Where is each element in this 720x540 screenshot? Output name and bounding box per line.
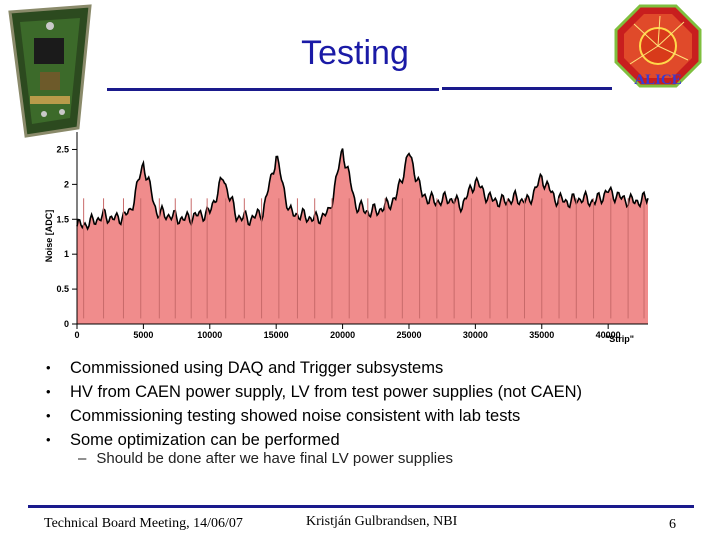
title-underline-right	[442, 87, 612, 90]
x-tick-label: 0	[74, 330, 79, 340]
x-tick-label: 25000	[396, 330, 421, 340]
y-tick-label: 1	[64, 249, 69, 259]
bullet-item: • Commissioned using DAQ and Trigger subs…	[46, 356, 686, 380]
y-tick-label: 2.5	[56, 144, 69, 154]
y-tick-label: 0	[64, 319, 69, 329]
x-tick-label: 40000	[596, 330, 621, 340]
x-tick-label: 30000	[463, 330, 488, 340]
noise-histogram-line	[76, 148, 649, 231]
y-tick-label: 1.5	[56, 214, 69, 224]
alice-logo: ALICE	[614, 4, 702, 88]
y-tick-label: 0.5	[56, 284, 69, 294]
bullet-text: Some optimization can be performed	[70, 431, 340, 449]
footer-meeting: Technical Board Meeting, 14/06/07	[44, 516, 243, 531]
bullet-symbol: •	[46, 384, 51, 399]
bullet-item: • HV from CAEN power supply, LV from test…	[46, 380, 686, 404]
x-tick-label: 35000	[529, 330, 554, 340]
page-number: 6	[669, 517, 676, 532]
footer-rule	[28, 505, 694, 508]
bullet-symbol: •	[46, 408, 51, 423]
y-tick-label: 2	[64, 179, 69, 189]
x-tick-label: 15000	[264, 330, 289, 340]
detector-board-logo	[8, 4, 92, 138]
y-axis-label: Noise [ADC]	[44, 210, 54, 263]
noise-histogram-chart: Noise [ADC] "Strip" 0 0.5 1 1.5 2 2.5 0 5000 100…	[44, 132, 649, 344]
bullet-text: Commissioned using DAQ and Trigger subsy…	[70, 359, 444, 377]
bullet-symbol: •	[46, 360, 51, 375]
noise-histogram-area	[77, 148, 648, 324]
alice-logo-text: ALICE	[634, 72, 682, 88]
bullet-symbol: •	[46, 432, 51, 447]
slide-title: Testing	[301, 34, 409, 72]
sub-bullet-symbol: –	[78, 450, 87, 467]
title-underline	[107, 88, 439, 91]
bullet-list: • Commissioned using DAQ and Trigger subs…	[46, 356, 686, 452]
bullet-item: • Some optimization can be performed	[46, 428, 686, 452]
bullet-text: Commissioning testing showed noise consi…	[70, 407, 521, 425]
bullet-text: HV from CAEN power supply, LV from test …	[70, 383, 582, 401]
sub-bullet: – Should be done after we have final LV p…	[78, 450, 453, 467]
x-tick-label: 10000	[197, 330, 222, 340]
x-axis-label: "Strip"	[605, 334, 634, 344]
bullet-item: • Commissioning testing showed noise cons…	[46, 404, 686, 428]
footer-author: Kristján Gulbrandsen, NBI	[306, 514, 458, 529]
sub-bullet-text: Should be done after we have final LV po…	[96, 450, 453, 467]
x-tick-label: 20000	[330, 330, 355, 340]
x-tick-label: 5000	[133, 330, 153, 340]
